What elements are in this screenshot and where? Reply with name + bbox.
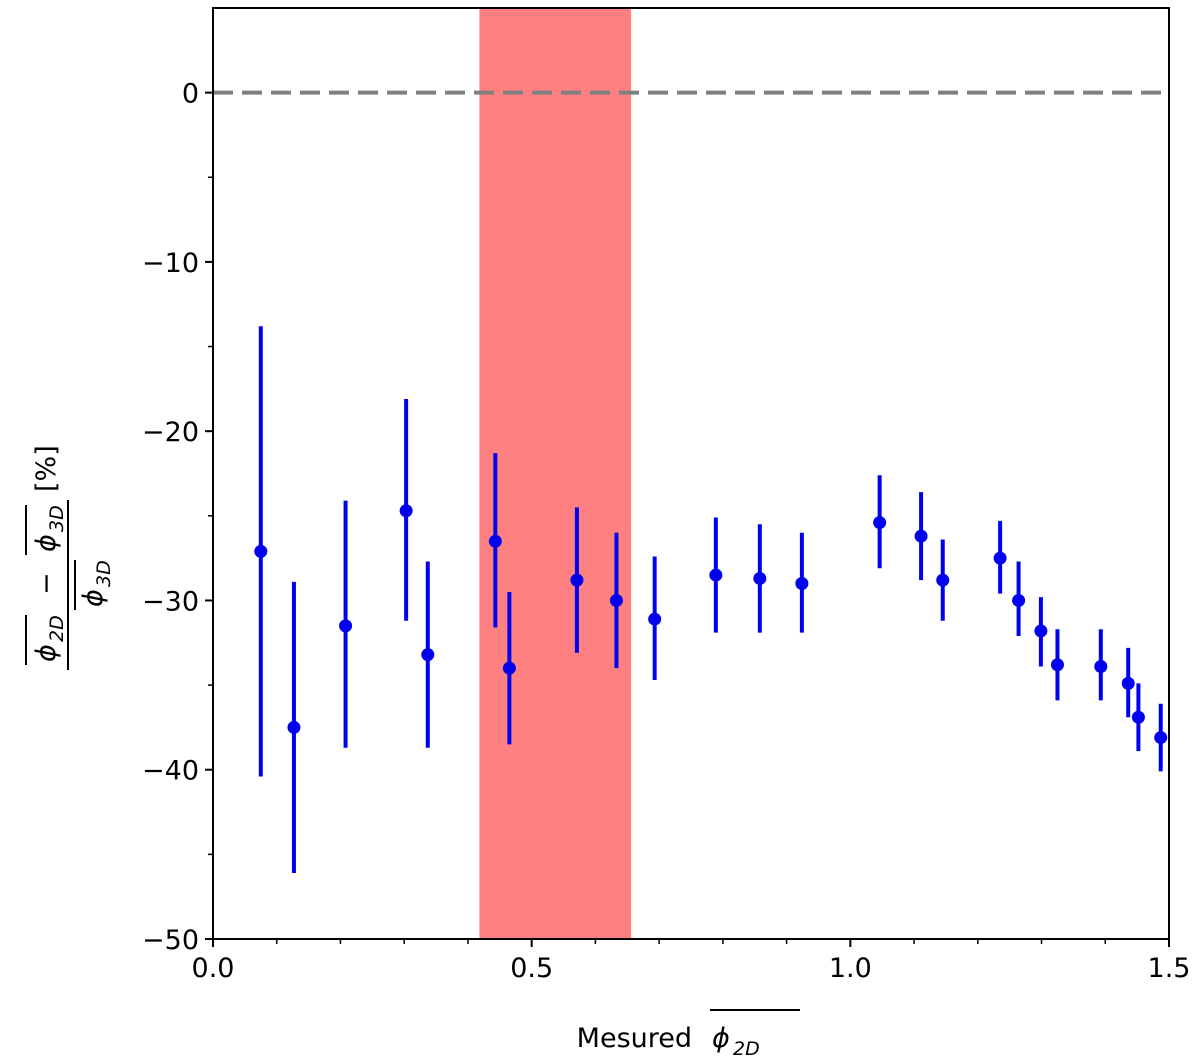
y-label-minus: −: [31, 572, 62, 595]
data-point: [609, 593, 623, 607]
data-point: [914, 529, 928, 543]
data-point: [1012, 593, 1026, 607]
y-label-num-a-symbol: ϕ: [31, 644, 62, 662]
y-tick-label: −30: [142, 586, 199, 617]
data-point: [709, 568, 723, 582]
axis-ticks: 0.0 0.5 1.0 1.5 0 −10 −20 −30 −40 −50: [142, 79, 1190, 984]
y-tick-label: 0: [182, 79, 199, 110]
data-point: [254, 544, 268, 558]
y-label-num-b-symbol: ϕ: [31, 534, 62, 552]
data-point: [399, 504, 413, 518]
data-point: [421, 648, 435, 662]
data-point: [1050, 658, 1064, 672]
y-label-num-b-subscript: 3D: [46, 505, 68, 532]
data-point: [795, 577, 809, 591]
data-point: [339, 619, 353, 633]
data-point: [648, 612, 662, 626]
data-point: [1131, 710, 1145, 724]
y-tick-label: −50: [142, 925, 199, 956]
y-tick-label: −10: [142, 248, 199, 279]
y-axis-label: ϕ 2D − ϕ 3D ϕ 3D [%]: [25, 445, 115, 670]
data-point: [936, 573, 950, 587]
x-axis-label-subscript: 2D: [733, 1038, 760, 1060]
data-point: [287, 720, 301, 734]
data-point: [1094, 659, 1108, 673]
y-label-den-symbol: ϕ: [78, 589, 109, 607]
data-point: [1154, 731, 1168, 745]
data-point: [1034, 624, 1048, 638]
y-label-num-a-subscript: 2D: [46, 615, 68, 642]
data-point: [993, 551, 1007, 565]
x-tick-label: 0.5: [510, 953, 553, 984]
data-point: [873, 516, 887, 530]
y-tick-label: −20: [142, 417, 199, 448]
data-point: [753, 571, 767, 585]
data-series: [254, 326, 1168, 873]
data-point: [1121, 676, 1135, 690]
data-point: [570, 573, 584, 587]
x-tick-label: 0.0: [192, 953, 235, 984]
x-axis-label: Mesured ϕ 2D: [577, 1009, 800, 1060]
plot-frame: [212, 7, 1170, 940]
x-axis-label-text: Mesured: [577, 1023, 692, 1054]
x-axis-label-symbol: ϕ: [712, 1023, 730, 1054]
x-tick-label: 1.5: [1148, 953, 1191, 984]
y-label-den-subscript: 3D: [93, 560, 115, 587]
highlight-band: [479, 8, 632, 939]
y-label-unit: [%]: [31, 445, 62, 492]
x-tick-label: 1.0: [829, 953, 872, 984]
data-point: [488, 534, 502, 548]
data-point: [502, 661, 516, 675]
y-tick-label: −40: [142, 756, 199, 787]
